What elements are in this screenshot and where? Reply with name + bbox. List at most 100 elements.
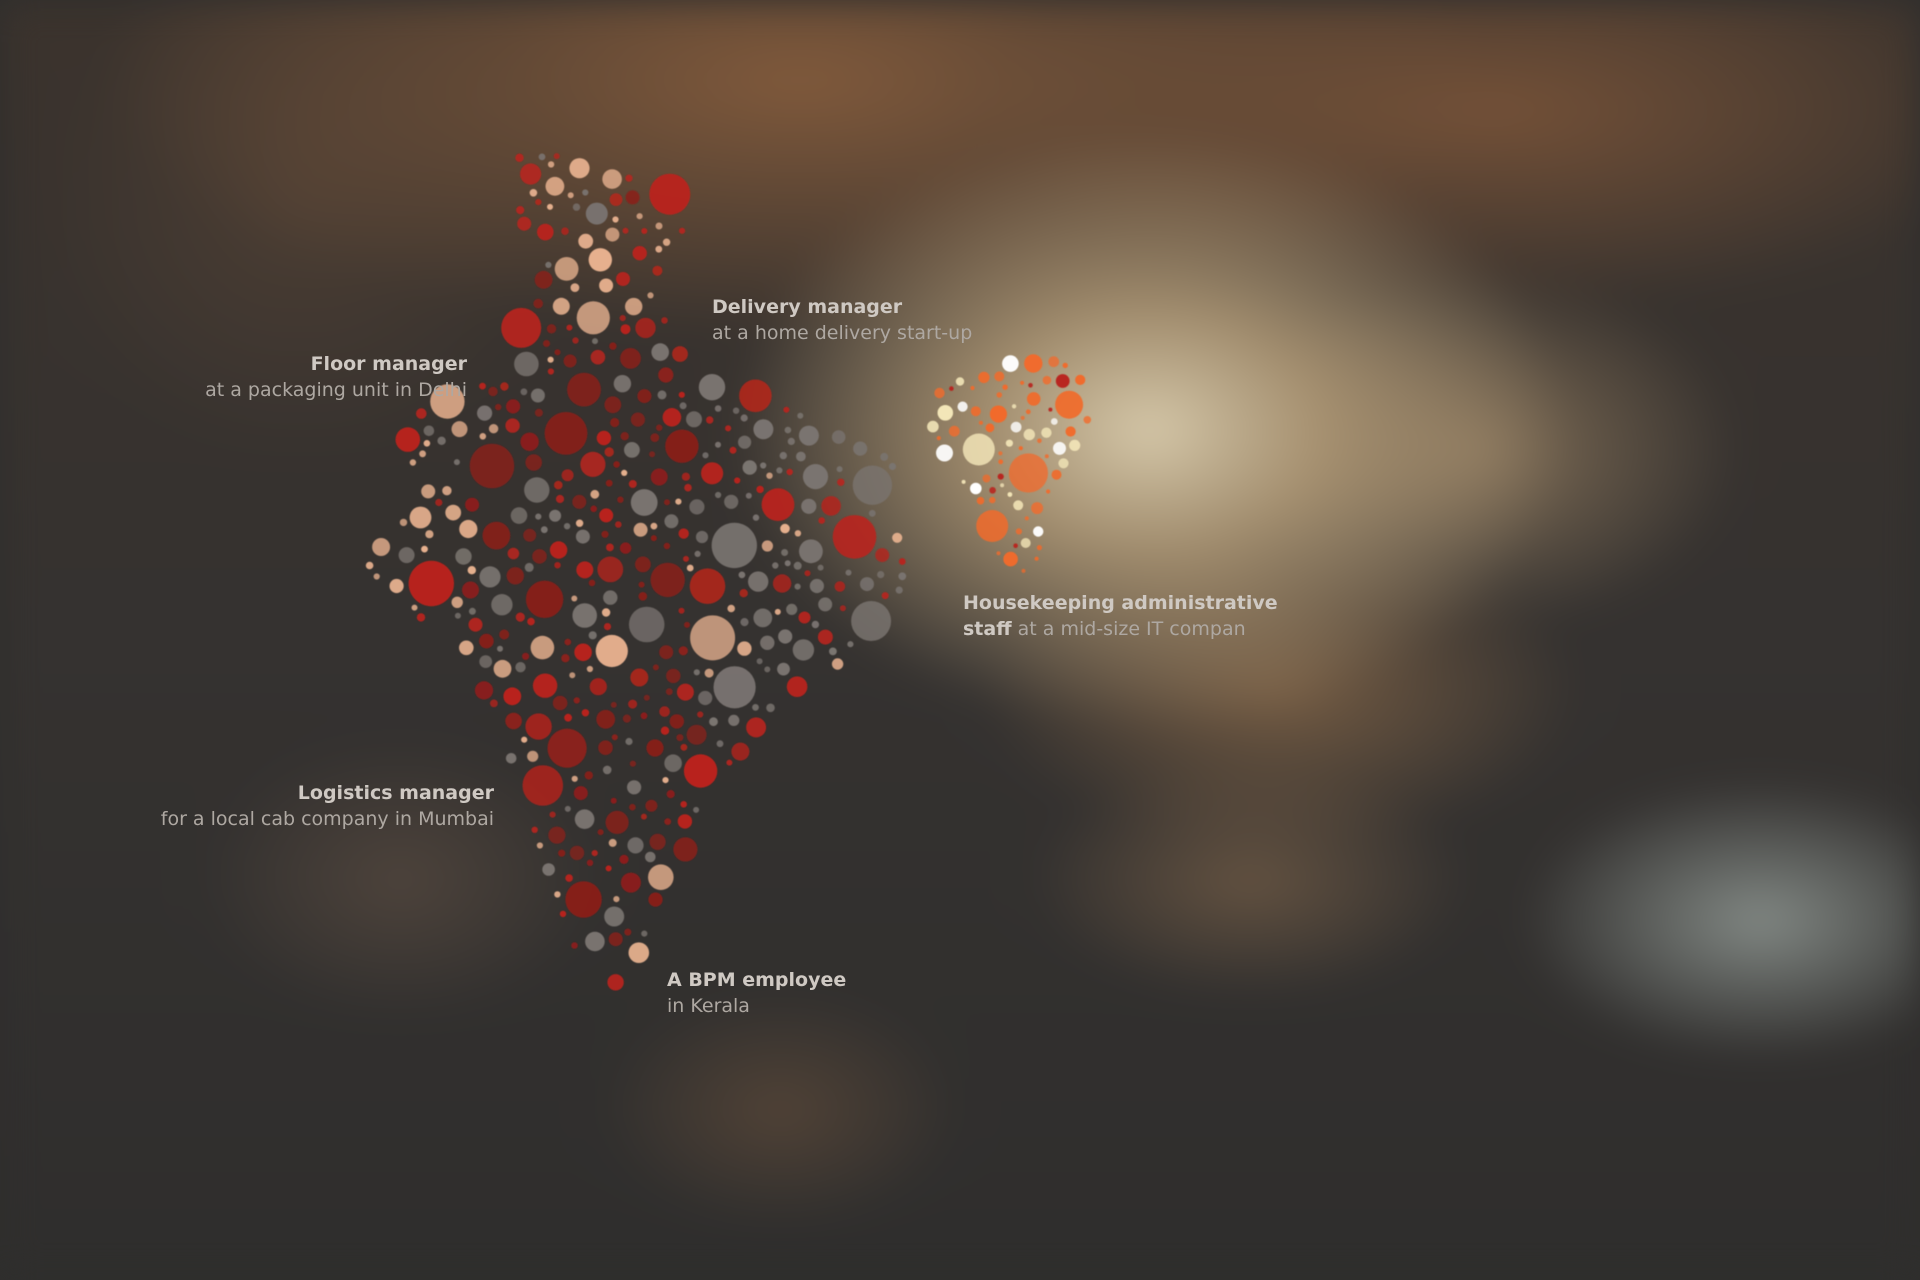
map-dot [783, 406, 790, 413]
map-dot [898, 572, 907, 581]
map-dot [745, 492, 752, 499]
map-dot [488, 386, 498, 397]
map-dot [678, 528, 689, 539]
map-dot [804, 570, 811, 577]
map-dot [619, 542, 632, 554]
map-dot [416, 408, 427, 419]
map-dot [1051, 469, 1062, 480]
map-dot [604, 906, 625, 927]
map-dot [505, 712, 522, 730]
map-dot [664, 499, 670, 506]
map-dot [746, 717, 767, 738]
map-dot [540, 526, 548, 534]
map-dot [740, 414, 748, 422]
map-dot [588, 248, 612, 272]
map-dot [558, 849, 566, 857]
map-dot [697, 711, 704, 718]
map-dot [398, 547, 415, 564]
map-dot [545, 261, 552, 268]
map-dot [435, 498, 443, 507]
map-dot [852, 465, 893, 505]
map-dot [650, 468, 668, 486]
map-dot [606, 543, 614, 552]
map-dot [714, 405, 722, 412]
map-dot [421, 545, 428, 553]
map-dot [611, 734, 618, 741]
map-dot [650, 433, 660, 442]
map-dot [962, 433, 995, 466]
map-dot [522, 652, 530, 660]
map-dot [490, 699, 498, 708]
map-dot [613, 896, 620, 903]
map-dot [845, 569, 852, 576]
map-dot [515, 153, 524, 162]
map-dot [564, 638, 572, 646]
map-dot [1037, 438, 1042, 444]
map-dot [786, 603, 798, 616]
map-dot [497, 645, 503, 652]
map-dot [622, 227, 629, 234]
map-dot [793, 561, 802, 570]
map-dot [576, 561, 594, 579]
map-dot [569, 845, 585, 861]
map-dot [772, 562, 779, 569]
map-dot [564, 713, 572, 722]
map-dot [620, 432, 629, 441]
map-dot [888, 462, 897, 471]
map-dot [686, 564, 694, 572]
map-dot [742, 460, 757, 475]
map-dot [676, 683, 694, 701]
map-dot [607, 974, 624, 991]
map-dot [430, 384, 465, 419]
map-dot [821, 496, 841, 516]
map-dot [680, 743, 688, 751]
map-dot [479, 433, 487, 440]
map-dot [605, 865, 612, 872]
map-dot [590, 505, 597, 513]
map-dot [799, 539, 823, 564]
map-dot [524, 562, 534, 572]
map-dot [581, 709, 590, 717]
map-dot [425, 530, 434, 539]
map-dot [1021, 568, 1026, 573]
map-dot [664, 818, 672, 825]
map-dot [636, 213, 643, 220]
map-dot [683, 754, 718, 788]
map-dot [527, 750, 539, 762]
map-dot [677, 814, 693, 829]
map-dot [818, 597, 833, 612]
map-dot [725, 425, 732, 432]
map-dot [701, 462, 724, 485]
map-dot [591, 850, 598, 857]
map-dot [575, 519, 584, 527]
map-dot [453, 459, 460, 466]
map-dot [641, 228, 648, 234]
map-dot [662, 777, 669, 784]
map-dot [563, 354, 577, 368]
map-dot [880, 452, 889, 461]
map-dot [507, 547, 520, 560]
map-dot [531, 826, 538, 833]
map-dot [459, 519, 478, 539]
map-dot [1018, 446, 1023, 451]
annotation-subtitle-bold: staff [963, 618, 1012, 640]
map-dot [493, 659, 512, 678]
map-dot [764, 666, 771, 673]
map-dot [474, 681, 494, 700]
map-dot [603, 590, 618, 605]
map-dot [628, 942, 650, 963]
map-dot [997, 473, 1004, 480]
map-dot [564, 805, 571, 812]
map-dot [609, 193, 623, 207]
map-dot [633, 522, 648, 537]
map-dot [693, 806, 700, 813]
map-dot [503, 687, 522, 706]
map-dot [737, 641, 752, 656]
map-dot [994, 371, 1005, 382]
map-dot [621, 469, 628, 476]
map-dot [549, 811, 556, 818]
map-dot [684, 483, 692, 492]
map-dot [567, 192, 574, 199]
map-dot [565, 881, 602, 918]
